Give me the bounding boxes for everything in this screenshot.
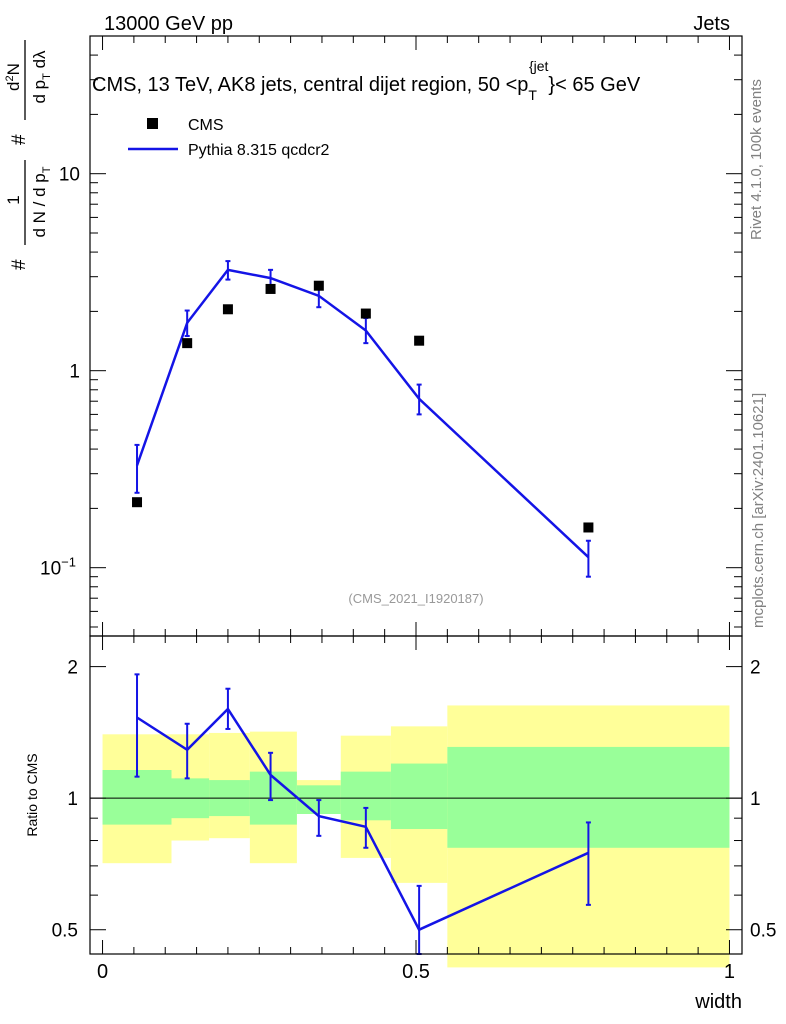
x-tick-label: 0 — [97, 961, 108, 983]
cms-data-point — [265, 283, 276, 294]
ratio-y-axis-label: Ratio to CMS — [24, 753, 40, 836]
title-superscript: {jet — [529, 58, 549, 74]
main-y-axis-label: # 1 d N / d pT # d2N d pT dλ — [4, 40, 53, 270]
ratio-axis-ticks — [90, 636, 742, 954]
x-tick-labels: 0 0.5 1 — [97, 961, 735, 983]
ratio-y-tick-label-right: 2 — [750, 658, 761, 679]
title-subscript: T — [528, 87, 537, 103]
uncertainty-bands — [102, 705, 730, 968]
y-tick-label: 1 — [69, 362, 80, 383]
ratio-y-tick-labels: 0.5 0.5 1 1 2 2 — [52, 658, 777, 942]
ylabel-dn-dpt: d N / d pT — [30, 166, 53, 237]
main-axis-ticks — [90, 35, 742, 636]
header-right-label: Jets — [693, 13, 730, 35]
legend-cms-marker — [147, 118, 158, 129]
watermark: (CMS_2021_I1920187) — [348, 591, 483, 606]
cms-data-point — [313, 280, 324, 291]
cms-data-point — [222, 304, 233, 315]
main-plot: 10−1 1 10 CMS, 13 TeV, AK8 jets, central d… — [4, 35, 743, 637]
ratio-y-tick-label-left: 1 — [67, 789, 78, 810]
main-plot-content — [132, 260, 594, 578]
ratio-error-bars — [134, 673, 591, 955]
cms-data-point — [414, 335, 425, 346]
cms-data-point — [132, 497, 143, 508]
cms-data-point — [182, 338, 193, 349]
ratio-y-tick-label-right: 0.5 — [750, 921, 776, 942]
legend-cms-label: CMS — [188, 117, 224, 134]
ratio-y-tick-label-right: 1 — [750, 789, 761, 810]
x-axis-label: width — [694, 991, 742, 1013]
legend-pythia-label: Pythia 8.315 qcdcr2 — [188, 142, 330, 159]
rivet-label: Rivet 4.1.0, 100k events — [748, 79, 765, 240]
inner-uncertainty-band — [102, 770, 172, 825]
cms-data-point — [583, 522, 594, 533]
pythia-line — [135, 268, 590, 559]
title-main-text: CMS, 13 TeV, AK8 jets, central dijet reg… — [92, 74, 528, 96]
pythia-error-bars — [134, 260, 591, 578]
y-tick-label: 10−1 — [40, 555, 76, 580]
header-left-label: 13000 GeV pp — [104, 13, 233, 35]
cms-markers — [132, 280, 594, 533]
ratio-y-tick-label-left: 2 — [67, 658, 78, 679]
ratio-plot: 0.5 0.51 12 2 0 0.5 1 Ratio to CMS width — [24, 635, 777, 1013]
inner-uncertainty-band — [390, 763, 448, 830]
ylabel-one: 1 — [4, 195, 23, 204]
ylabel-dpt-dlambda: d pT dλ — [30, 50, 53, 104]
ratio-y-tick-label-left: 0.5 — [52, 921, 78, 942]
ylabel-d2n: d2N — [4, 63, 23, 91]
legend: CMS Pythia 8.315 qcdcr2 — [128, 117, 330, 159]
mcplots-label: mcplots.cern.ch [arXiv:2401.10621] — [750, 393, 767, 628]
ylabel-hash-2: # — [9, 134, 30, 145]
x-tick-label: 0.5 — [402, 961, 430, 983]
y-tick-label: 10 — [59, 165, 80, 186]
ratio-pythia-line — [136, 707, 589, 932]
ylabel-hash-1: # — [9, 259, 30, 270]
x-tick-label: 1 — [724, 961, 735, 983]
main-y-tick-labels: 10−1 1 10 — [40, 165, 80, 580]
title-tail-text: }< 65 GeV — [548, 74, 640, 96]
main-title: CMS, 13 TeV, AK8 jets, central dijet reg… — [92, 58, 641, 103]
cms-data-point — [360, 308, 371, 319]
